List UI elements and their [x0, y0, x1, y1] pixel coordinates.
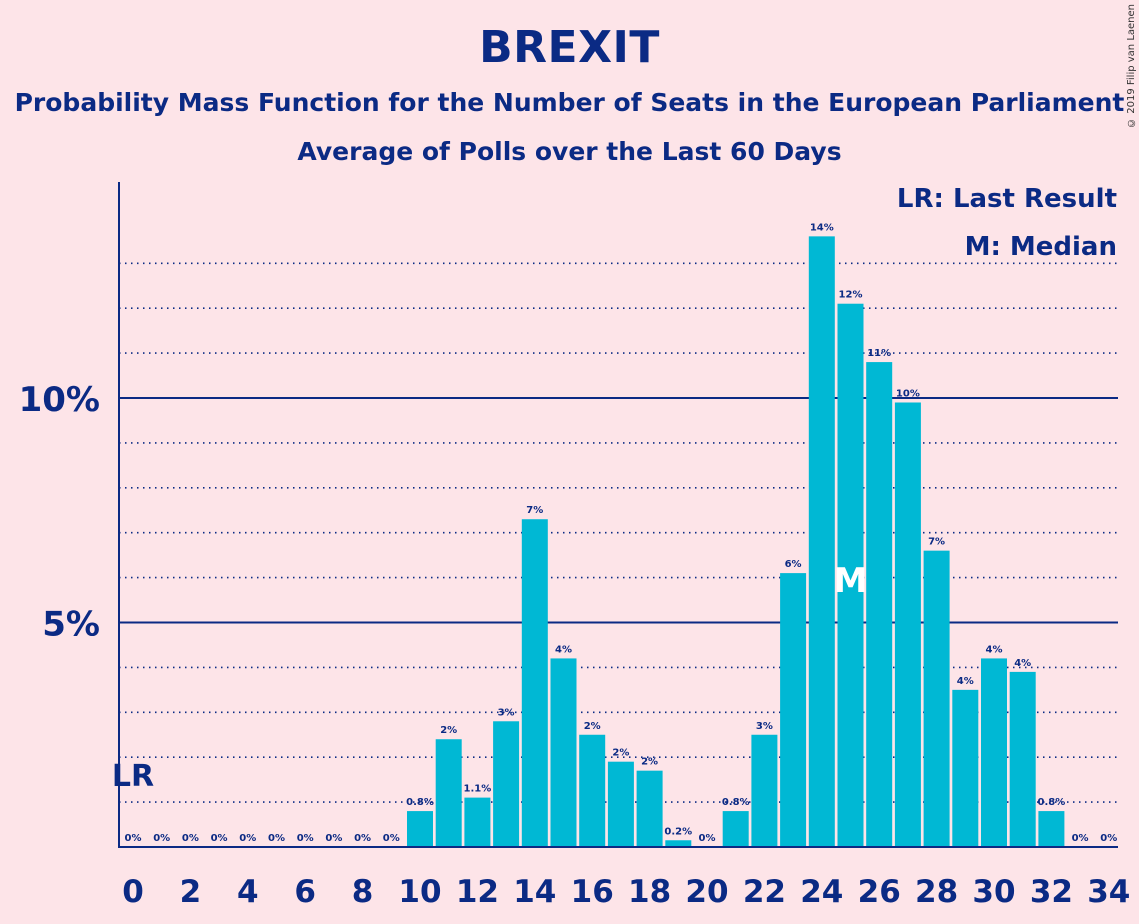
x-tick-label: 2	[180, 874, 202, 910]
x-tick-label: 32	[1030, 874, 1073, 910]
bar-seat-31	[1009, 671, 1036, 847]
bar-label-seat-6: 0%	[297, 833, 314, 844]
x-tick-label: 0	[122, 874, 144, 910]
median-marker: M	[834, 561, 868, 601]
x-tick-label: 26	[858, 874, 901, 910]
bar-label-seat-3: 0%	[211, 833, 228, 844]
bar-seat-30	[981, 658, 1007, 847]
bar-seat-13	[493, 721, 520, 847]
bar-label-seat-4: 0%	[239, 833, 256, 844]
bar-label-seat-30: 4%	[986, 644, 1003, 655]
bar-seat-26	[866, 362, 893, 847]
x-tick-label: 14	[513, 874, 556, 910]
bar-label-seat-28: 7%	[928, 537, 945, 548]
bar-seat-23	[780, 573, 807, 847]
last-result-marker: LR	[112, 759, 154, 794]
bar-seat-10	[407, 811, 433, 847]
bar-label-seat-31: 4%	[1014, 658, 1031, 669]
bar-label-seat-0: 0%	[125, 833, 142, 844]
bar-label-seat-34: 0%	[1100, 833, 1117, 844]
bar-label-seat-10: 0.8%	[406, 797, 434, 808]
bar-label-seat-32: 0.8%	[1038, 797, 1066, 808]
bar-seat-19	[665, 840, 692, 847]
x-tick-label: 18	[628, 874, 671, 910]
bar-label-seat-13: 3%	[498, 707, 515, 718]
bar-label-seat-12: 1.1%	[464, 784, 492, 795]
bar-seat-12	[464, 797, 491, 847]
bar-label-seat-16: 2%	[584, 721, 601, 732]
x-tick-label: 4	[237, 874, 259, 910]
bar-label-seat-7: 0%	[325, 833, 342, 844]
bar-label-seat-29: 4%	[957, 676, 974, 687]
x-tick-label: 12	[456, 874, 499, 910]
bar-seat-18	[636, 770, 663, 847]
bar-label-seat-17: 2%	[612, 748, 629, 759]
bar-label-seat-14: 7%	[526, 505, 543, 516]
y-tick-label: 5%	[42, 605, 100, 645]
x-tick-label: 20	[685, 874, 728, 910]
bar-seat-11	[435, 739, 462, 847]
bar-seat-22	[751, 734, 778, 847]
bar-label-seat-2: 0%	[182, 833, 199, 844]
x-tick-label: 34	[1087, 874, 1130, 910]
bar-label-seat-18: 2%	[641, 757, 658, 768]
bar-label-seat-20: 0%	[699, 833, 716, 844]
x-tick-label: 30	[972, 874, 1015, 910]
bar-seat-17	[607, 761, 634, 847]
legend-last-result: LR: Last Result	[896, 184, 1117, 214]
x-tick-label: 10	[398, 874, 441, 910]
bar-label-seat-11: 2%	[440, 725, 457, 736]
y-tick-label: 10%	[19, 380, 100, 420]
bar-label-seat-33: 0%	[1072, 833, 1089, 844]
bar-label-seat-21: 0.8%	[722, 797, 750, 808]
x-tick-label: 22	[743, 874, 786, 910]
bar-seat-25	[837, 303, 864, 848]
x-tick-label: 28	[915, 874, 958, 910]
bar-seat-27	[894, 402, 921, 847]
bar-seat-32	[1038, 811, 1065, 847]
chart-title: BREXIT	[479, 22, 660, 73]
bar-label-seat-26: 11%	[867, 348, 891, 359]
bar-label-seat-25: 12%	[839, 290, 863, 301]
bar-label-seat-22: 3%	[756, 721, 773, 732]
bar-seat-24	[808, 236, 835, 848]
x-tick-label: 8	[352, 874, 374, 910]
x-tick-label: 16	[571, 874, 614, 910]
legend-median: M: Median	[964, 232, 1117, 262]
bar-label-seat-1: 0%	[153, 833, 170, 844]
bar-label-seat-8: 0%	[354, 833, 371, 844]
bar-label-seat-19: 0.2%	[664, 826, 692, 837]
bar-label-seat-15: 4%	[555, 644, 572, 655]
bar-seat-29	[952, 689, 979, 847]
bar-label-seat-9: 0%	[383, 833, 400, 844]
bar-label-seat-5: 0%	[268, 833, 285, 844]
x-tick-label: 24	[800, 874, 843, 910]
chart-subtitle-2: Average of Polls over the Last 60 Days	[297, 137, 842, 166]
bar-seat-21	[722, 811, 749, 847]
bar-seat-15	[550, 658, 577, 847]
x-tick-label: 6	[294, 874, 316, 910]
bar-seat-14	[521, 519, 548, 847]
bar-seat-16	[579, 734, 606, 847]
bar-label-seat-23: 6%	[785, 559, 802, 570]
bar-label-seat-27: 10%	[896, 388, 920, 399]
bar-label-seat-24: 14%	[810, 222, 834, 233]
bar-seat-28	[923, 550, 950, 847]
chart-subtitle: Probability Mass Function for the Number…	[14, 88, 1125, 117]
